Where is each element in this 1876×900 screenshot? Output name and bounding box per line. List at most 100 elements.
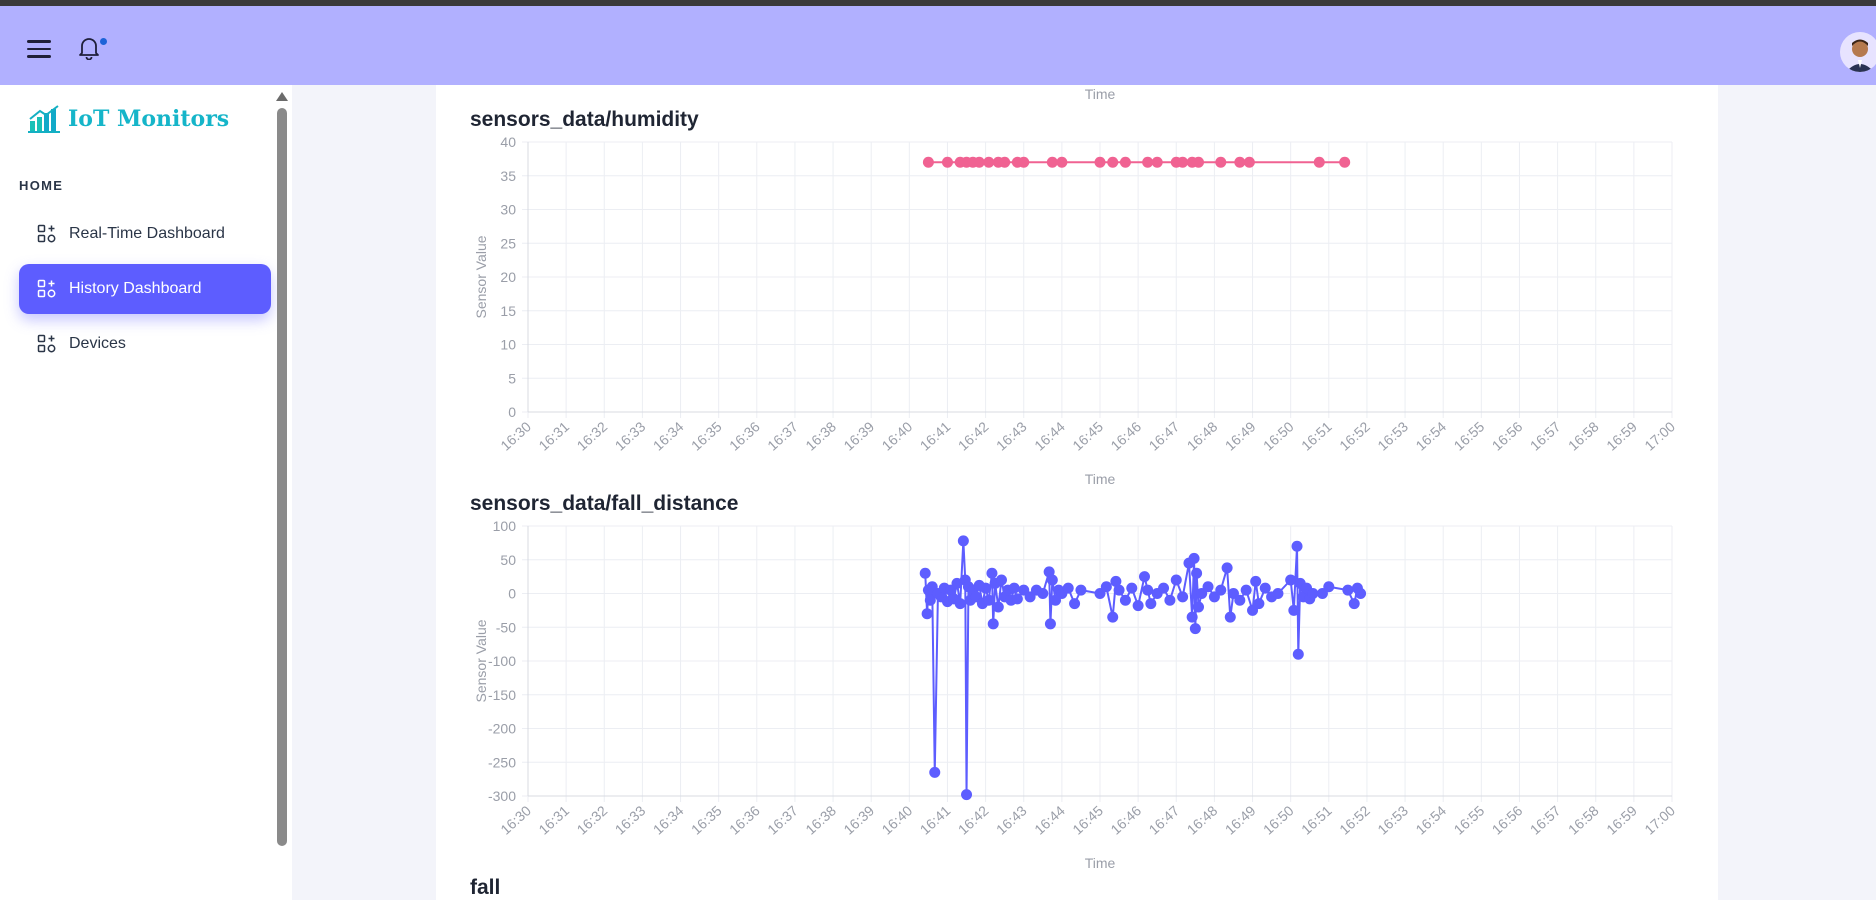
- data-point: [1008, 582, 1020, 594]
- x-tick-label: 17:00: [1641, 802, 1678, 837]
- data-point: [1348, 598, 1360, 610]
- data-point: [1177, 591, 1189, 603]
- dashboard-icon: [37, 224, 56, 243]
- brand-logo[interactable]: IoT Monitors: [28, 105, 229, 133]
- y-tick-label: 0: [508, 586, 516, 602]
- y-tick-label: 20: [500, 269, 516, 285]
- charts-card: [436, 85, 1718, 900]
- x-tick-label: 16:31: [535, 418, 572, 453]
- user-avatar[interactable]: [1840, 32, 1876, 72]
- data-point: [1138, 571, 1150, 583]
- sidebar-item-history-dashboard[interactable]: History Dashboard: [19, 264, 271, 314]
- data-point: [1011, 593, 1023, 605]
- data-point: [1044, 618, 1056, 630]
- data-point: [1234, 594, 1246, 606]
- sidebar-item-realtime-dashboard[interactable]: Real-Time Dashboard: [19, 209, 271, 259]
- data-point: [921, 608, 933, 620]
- data-point: [1119, 594, 1131, 606]
- data-point: [1170, 574, 1182, 586]
- x-tick-label: 16:59: [1603, 802, 1640, 837]
- bar-chart-logo-icon: [28, 105, 60, 133]
- data-point: [1142, 156, 1154, 168]
- data-point: [995, 574, 1007, 586]
- y-tick-label: -200: [488, 721, 516, 737]
- y-axis-label: Sensor Value: [473, 619, 489, 702]
- data-point: [924, 594, 936, 606]
- data-point: [1126, 582, 1138, 594]
- brand-name: IoT Monitors: [68, 106, 230, 132]
- x-tick-label: 16:53: [1374, 802, 1411, 837]
- x-tick-label: 16:56: [1489, 802, 1526, 837]
- data-point: [1132, 600, 1144, 612]
- humidity-chart: 16:30 16:31 16:32 16:33 16:34 16:35 16:36 16:37…: [473, 134, 1678, 487]
- x-tick-label: 16:54: [1412, 802, 1449, 837]
- svg-text:Time: Time: [1085, 86, 1116, 102]
- fall-distance-chart: 16:30 16:31 16:32 16:33 16:34 16:35 16:36 16:37…: [473, 518, 1678, 871]
- data-point: [1292, 648, 1304, 660]
- nav-section-label: HOME: [19, 178, 64, 193]
- y-tick-label: -100: [488, 653, 516, 669]
- data-point: [992, 601, 1004, 613]
- x-tick-label: 16:39: [840, 418, 877, 453]
- data-point: [1234, 156, 1246, 168]
- data-point: [929, 766, 941, 778]
- data-point: [1188, 552, 1200, 564]
- y-tick-label: 30: [500, 202, 516, 218]
- data-point: [987, 618, 999, 630]
- y-tick-label: 50: [500, 552, 516, 568]
- data-point: [1191, 567, 1203, 579]
- dashboard-icon: [37, 334, 56, 353]
- x-tick-label: 16:43: [993, 802, 1030, 837]
- menu-toggle-icon[interactable]: [27, 40, 51, 58]
- data-point: [1056, 156, 1068, 168]
- data-point: [1164, 594, 1176, 606]
- sidebar-item-label: Devices: [69, 335, 126, 352]
- data-point: [1313, 156, 1325, 168]
- data-point: [983, 594, 995, 606]
- y-tick-label: -50: [496, 619, 516, 635]
- data-point: [1355, 588, 1367, 599]
- x-tick-label: 16:42: [955, 418, 992, 453]
- data-point: [1018, 156, 1030, 168]
- x-tick-label: 16:50: [1260, 418, 1297, 453]
- x-tick-label: 16:44: [1031, 802, 1068, 837]
- x-tick-label: 16:48: [1184, 802, 1221, 837]
- y-tick-label: -300: [488, 788, 516, 804]
- data-point: [1285, 574, 1297, 586]
- x-tick-label: 16:50: [1260, 802, 1297, 837]
- data-point: [1100, 581, 1112, 593]
- y-tick-label: -250: [488, 754, 516, 770]
- x-tick-label: 16:49: [1222, 802, 1259, 837]
- x-axis-label: Time: [1085, 855, 1116, 871]
- scrollbar-thumb[interactable]: [277, 108, 287, 846]
- x-tick-label: 16:34: [650, 418, 687, 453]
- x-tick-label: 16:33: [612, 418, 649, 453]
- data-point: [1151, 156, 1163, 168]
- data-point: [1202, 581, 1214, 593]
- x-tick-label: 16:58: [1565, 418, 1602, 453]
- data-point: [1145, 598, 1157, 610]
- x-tick-label: 16:39: [840, 802, 877, 837]
- x-tick-label: 16:40: [879, 418, 916, 453]
- data-point: [1046, 156, 1058, 168]
- data-point: [1272, 588, 1284, 599]
- fall-distance-chart-title: sensors_data/fall_distance: [470, 492, 739, 515]
- notification-bell-icon[interactable]: [78, 36, 107, 62]
- data-point: [951, 577, 963, 589]
- data-point: [1094, 156, 1106, 168]
- x-tick-label: 16:32: [574, 418, 611, 453]
- data-point: [1119, 156, 1131, 168]
- x-tick-label: 16:31: [535, 802, 572, 837]
- data-point: [1107, 156, 1119, 168]
- sidebar-item-label: History Dashboard: [69, 280, 202, 297]
- x-tick-label: 16:55: [1451, 802, 1488, 837]
- top-header: [0, 6, 1876, 85]
- y-tick-label: -150: [488, 687, 516, 703]
- scroll-up-arrow-icon[interactable]: [276, 92, 288, 101]
- data-point: [1110, 575, 1122, 587]
- data-point: [1323, 581, 1335, 593]
- data-point: [1215, 584, 1227, 596]
- sidebar-item-devices[interactable]: Devices: [19, 319, 271, 369]
- data-point: [1062, 582, 1074, 594]
- x-tick-label: 16:41: [917, 802, 954, 837]
